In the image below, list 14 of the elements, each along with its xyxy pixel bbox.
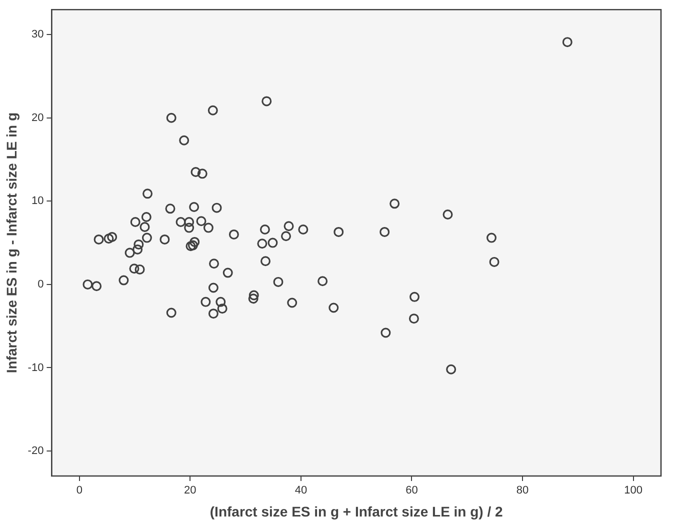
- x-tick-label: 20: [184, 484, 196, 497]
- x-tick-label: 100: [624, 484, 642, 497]
- x-tick-label: 40: [294, 484, 308, 497]
- y-tick-label: -10: [28, 362, 44, 374]
- y-tick-label: 30: [31, 28, 44, 41]
- y-tick-label: 10: [31, 195, 44, 208]
- x-tick-label: 60: [406, 484, 418, 497]
- y-tick-label: 0: [38, 278, 44, 290]
- x-tick-label: 0: [76, 484, 82, 497]
- x-tick-label: 80: [516, 484, 529, 497]
- y-tick-label: -20: [28, 445, 44, 458]
- y-axis-title: Infarct size ES in g - Infarct size LE in g: [3, 112, 20, 374]
- x-axis-title: (Infarct size ES in g + Infarct size LE in g) / 2: [210, 503, 504, 520]
- y-tick-label: 20: [31, 112, 44, 124]
